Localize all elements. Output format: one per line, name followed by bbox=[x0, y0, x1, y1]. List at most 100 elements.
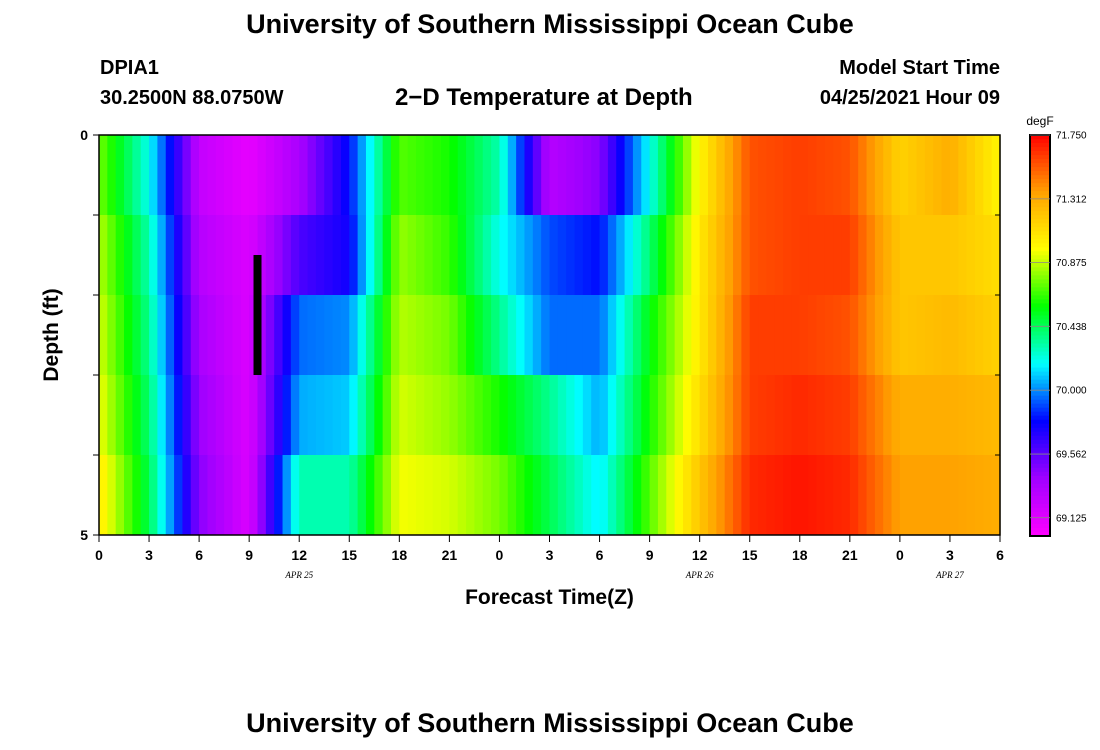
heatmap-cell bbox=[958, 215, 968, 296]
heatmap-cell bbox=[407, 455, 417, 536]
heatmap-cell bbox=[574, 135, 584, 216]
heatmap-cell bbox=[808, 375, 818, 456]
colorbar-swatch bbox=[1030, 183, 1050, 188]
heatmap-cell bbox=[924, 375, 934, 456]
heatmap-cell bbox=[199, 455, 209, 536]
heatmap-cell bbox=[107, 135, 117, 216]
heatmap-cell bbox=[699, 455, 709, 536]
heatmap-cell bbox=[574, 215, 584, 296]
heatmap-cell bbox=[966, 375, 976, 456]
heatmap-cell bbox=[107, 295, 117, 376]
heatmap-cell bbox=[816, 215, 826, 296]
colorbar bbox=[1030, 135, 1050, 537]
heatmap-cell bbox=[541, 135, 551, 216]
heatmap-cell bbox=[274, 455, 284, 536]
heatmap-cell bbox=[357, 135, 367, 216]
heatmap-cell bbox=[691, 215, 701, 296]
heatmap-cell bbox=[891, 455, 901, 536]
colorbar-swatch bbox=[1030, 135, 1050, 140]
heatmap-cell bbox=[733, 215, 742, 296]
heatmap-cell bbox=[199, 215, 209, 296]
heatmap-cell bbox=[649, 455, 659, 536]
colorbar-swatch bbox=[1030, 499, 1050, 505]
colorbar-swatch bbox=[1030, 359, 1050, 365]
heatmap-cell bbox=[824, 295, 834, 376]
heatmap-cell bbox=[983, 135, 993, 216]
heatmap-cell bbox=[991, 215, 1001, 296]
colorbar-swatch bbox=[1030, 347, 1050, 353]
heatmap-cell bbox=[365, 455, 375, 536]
heatmap-cell bbox=[566, 135, 576, 216]
heatmap-cell bbox=[933, 295, 943, 376]
colorbar-label: 69.125 bbox=[1056, 513, 1087, 524]
heatmap-cell bbox=[766, 215, 776, 296]
heatmap-cell bbox=[457, 295, 467, 376]
heatmap-cell bbox=[933, 215, 943, 296]
heatmap-cell bbox=[624, 375, 634, 456]
heatmap-cell bbox=[657, 375, 667, 456]
heatmap-cell bbox=[733, 375, 742, 456]
colorbar-swatch bbox=[1030, 243, 1050, 248]
x-tick-label: 18 bbox=[792, 547, 808, 563]
heatmap-cell bbox=[424, 215, 434, 296]
heatmap-cell bbox=[749, 215, 759, 296]
colorbar-swatch bbox=[1030, 487, 1050, 493]
heatmap-cell bbox=[632, 295, 642, 376]
heatmap-cell bbox=[557, 295, 567, 376]
heatmap-cell bbox=[641, 135, 651, 216]
heatmap-cell bbox=[107, 375, 117, 456]
heatmap-cell bbox=[699, 375, 709, 456]
heatmap-cell bbox=[174, 135, 184, 216]
heatmap-cell bbox=[115, 215, 125, 296]
heatmap-cell bbox=[866, 455, 876, 536]
heatmap-cell bbox=[841, 455, 851, 536]
heatmap-cell bbox=[674, 215, 684, 296]
heatmap-cell bbox=[282, 295, 292, 376]
heatmap-cell bbox=[357, 215, 367, 296]
heatmap-cell bbox=[758, 215, 767, 296]
heatmap-cell bbox=[774, 135, 784, 216]
heatmap-cell bbox=[340, 295, 350, 376]
heatmap-cell bbox=[716, 295, 726, 376]
heatmap-cell bbox=[708, 375, 717, 456]
heatmap-cell bbox=[666, 455, 676, 536]
heatmap-cell bbox=[666, 295, 676, 376]
heatmap-cell bbox=[574, 455, 584, 536]
heatmap-cell bbox=[390, 375, 400, 456]
heatmap-cell bbox=[849, 135, 859, 216]
heatmap-cell bbox=[849, 375, 859, 456]
heatmap-cell bbox=[924, 215, 934, 296]
heatmap-cell bbox=[382, 215, 392, 296]
x-tick-label: 15 bbox=[341, 547, 357, 563]
heatmap-cell bbox=[149, 375, 158, 456]
heatmap-cell bbox=[616, 455, 626, 536]
heatmap-cell bbox=[182, 135, 192, 216]
heatmap-cell bbox=[749, 135, 759, 216]
colorbar-label: 70.000 bbox=[1056, 386, 1087, 397]
heatmap-cell bbox=[466, 455, 476, 536]
heatmap-cell bbox=[549, 375, 559, 456]
x-tick-label: 12 bbox=[692, 547, 708, 563]
heatmap-cell bbox=[632, 135, 642, 216]
heatmap-cell bbox=[566, 295, 576, 376]
heatmap-cell bbox=[774, 455, 784, 536]
heatmap-cell bbox=[716, 135, 726, 216]
heatmap-cell bbox=[257, 135, 267, 216]
heatmap-cell bbox=[374, 295, 384, 376]
colorbar-swatch bbox=[1030, 475, 1050, 481]
heatmap-cell bbox=[824, 215, 834, 296]
heatmap-cell bbox=[791, 375, 801, 456]
heatmap-cell bbox=[624, 135, 634, 216]
colorbar-swatch bbox=[1030, 435, 1050, 441]
heatmap-cell bbox=[758, 375, 767, 456]
heatmap-cell bbox=[315, 135, 325, 216]
heatmap-cell bbox=[582, 375, 592, 456]
heatmap-cell bbox=[949, 215, 959, 296]
heatmap-cell bbox=[682, 135, 692, 216]
heatmap-cell bbox=[616, 375, 626, 456]
heatmap-cell bbox=[883, 455, 893, 536]
colorbar-swatch bbox=[1030, 367, 1050, 373]
heatmap-cell bbox=[641, 295, 651, 376]
heatmap-cell bbox=[741, 215, 751, 296]
heatmap-cell bbox=[524, 215, 534, 296]
